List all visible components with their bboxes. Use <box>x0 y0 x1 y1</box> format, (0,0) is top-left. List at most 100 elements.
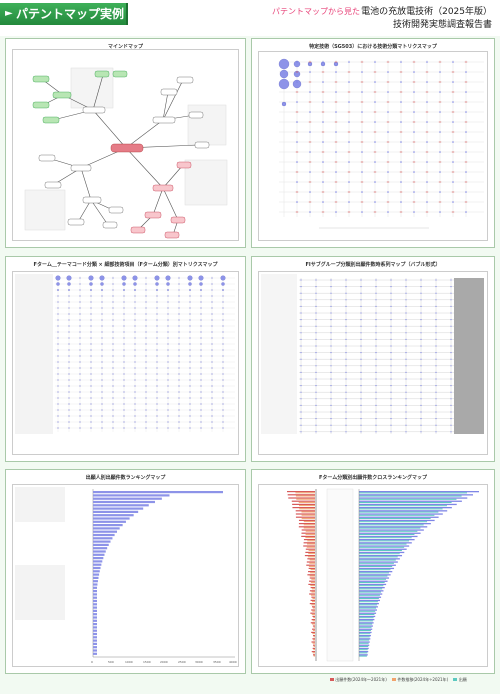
dot <box>435 352 437 354</box>
bubble <box>198 275 204 281</box>
bubble <box>200 379 202 381</box>
bubble <box>101 331 103 333</box>
bubble <box>200 361 202 363</box>
dot <box>375 391 377 393</box>
dot <box>300 418 302 420</box>
dot <box>450 418 452 420</box>
bubble <box>211 289 213 291</box>
bubble <box>156 409 158 411</box>
bubble <box>90 313 92 315</box>
dot <box>435 398 437 400</box>
bubble <box>178 415 180 417</box>
bubble <box>200 427 202 429</box>
bubble <box>88 275 94 281</box>
dot <box>405 345 407 347</box>
dot <box>435 424 437 426</box>
fterm-matrix-chart <box>12 271 239 455</box>
bubble <box>145 313 147 315</box>
dot <box>360 424 362 426</box>
ranking-bar <box>359 530 418 532</box>
ranking-bar <box>359 622 374 624</box>
bubble <box>90 289 92 291</box>
bubble <box>178 277 180 279</box>
ranking-bar <box>359 527 421 529</box>
ranking-bar <box>312 628 315 630</box>
dot <box>435 305 437 307</box>
bubble <box>222 355 224 357</box>
bubble <box>134 319 136 321</box>
dot <box>439 91 441 93</box>
ranking-bar <box>93 636 97 639</box>
bubble <box>134 313 136 315</box>
bubble <box>145 289 147 291</box>
bubble <box>57 415 59 417</box>
bubble <box>145 325 147 327</box>
bubble <box>178 409 180 411</box>
bubble <box>134 325 136 327</box>
dot <box>345 352 347 354</box>
bubble <box>57 367 59 369</box>
ranking-bar <box>308 553 315 555</box>
dot <box>435 391 437 393</box>
bubble <box>79 415 81 417</box>
bubble <box>68 319 70 321</box>
bubble <box>222 391 224 393</box>
dot <box>345 424 347 426</box>
bubble <box>189 391 191 393</box>
dot <box>360 431 362 433</box>
dot <box>405 411 407 413</box>
bubble <box>189 409 191 411</box>
dot <box>315 424 317 426</box>
dot <box>330 299 332 301</box>
bubble <box>167 397 169 399</box>
ranking-bar <box>308 567 315 569</box>
ranking-bar <box>311 631 315 633</box>
ranking-bar <box>93 547 108 550</box>
bubble <box>292 79 302 89</box>
dot <box>390 338 392 340</box>
bubble <box>101 337 103 339</box>
bubble <box>112 421 114 423</box>
ranking-bar <box>359 571 393 573</box>
bubble <box>167 385 169 387</box>
bubble <box>145 361 147 363</box>
bubble <box>156 289 158 291</box>
bubble <box>90 337 92 339</box>
ranking-bar <box>359 639 370 641</box>
ranking-bar <box>359 654 368 656</box>
bubble <box>145 409 147 411</box>
dot <box>435 345 437 347</box>
ranking-bar <box>359 550 402 551</box>
bubble <box>156 367 158 369</box>
ranking-bar <box>359 635 371 637</box>
dot <box>390 305 392 307</box>
dot <box>330 286 332 288</box>
panel-tech-matrix: 特定技術（SG503）における技術分類マトリクスマップ <box>251 38 495 248</box>
bubble <box>68 355 70 357</box>
dot <box>405 404 407 406</box>
ranking-bar <box>309 590 315 592</box>
bubble <box>167 331 169 333</box>
bubble <box>123 307 125 309</box>
bubble <box>156 325 158 327</box>
dot <box>360 378 362 380</box>
ranking-bar <box>359 569 391 571</box>
dot <box>405 391 407 393</box>
ranking-bar <box>311 601 315 603</box>
bubble <box>222 427 224 429</box>
dot <box>345 286 347 288</box>
bubble <box>222 361 224 363</box>
bubble <box>90 409 92 411</box>
ranking-bar <box>359 588 383 590</box>
bubble <box>112 403 114 405</box>
bubble <box>57 391 59 393</box>
bubble <box>68 295 70 297</box>
bubble <box>68 403 70 405</box>
bubble <box>101 409 103 411</box>
ranking-bar <box>309 575 315 577</box>
dot <box>361 131 363 133</box>
ranking-bar <box>306 561 315 563</box>
ranking-bar <box>359 521 428 523</box>
ranking-bar <box>313 649 315 651</box>
ranking-bar <box>301 529 315 531</box>
